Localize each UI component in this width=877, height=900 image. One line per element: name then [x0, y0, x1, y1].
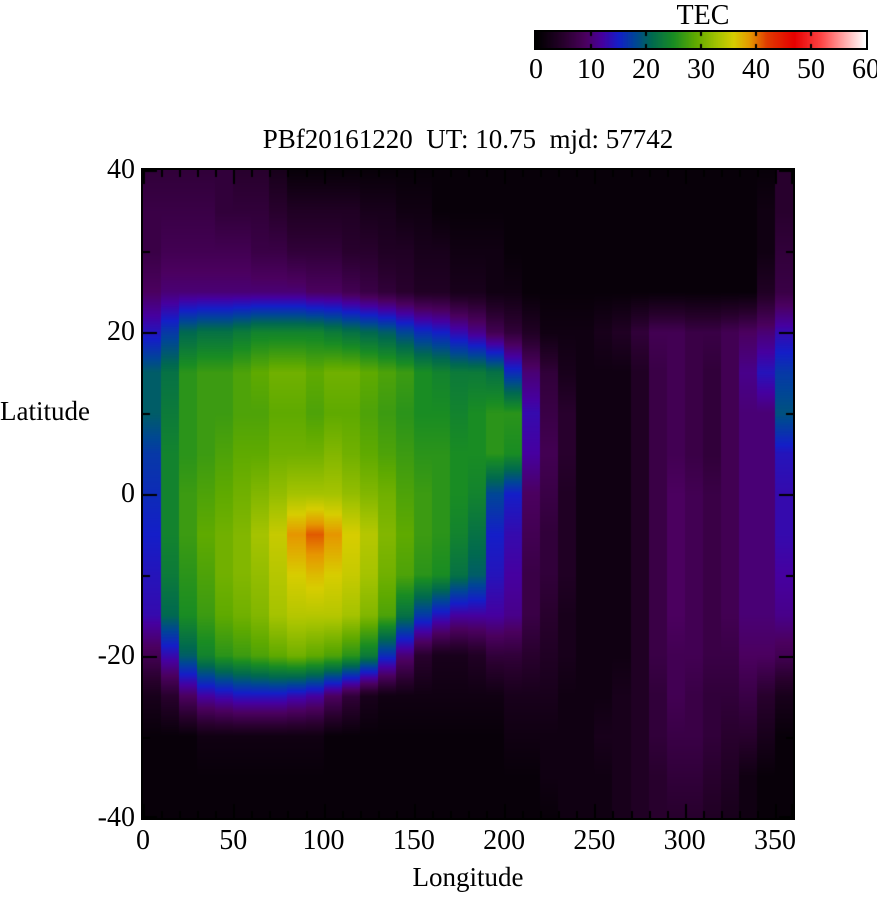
colorbar-tick-label: 20	[632, 54, 660, 85]
y-axis-title: Latitude	[0, 396, 90, 426]
y-tick-label: -20	[97, 640, 135, 671]
y-tick-label: 0	[121, 478, 135, 509]
x-axis-title: Longitude	[412, 862, 524, 892]
heatmap-plot	[141, 168, 795, 820]
x-tick-label: 100	[302, 825, 345, 856]
x-tick-label: 0	[136, 825, 150, 856]
colorbar-gradient-canvas	[536, 32, 866, 48]
colorbar-tick-label: 30	[687, 54, 715, 85]
plot-title: PBf20161220 UT: 10.75 mjd: 57742	[262, 124, 674, 154]
x-tick-label: 250	[573, 825, 616, 856]
x-tick-label: 300	[663, 825, 706, 856]
x-tick-label: 350	[753, 825, 796, 856]
colorbar-tick-label: 40	[742, 54, 770, 85]
colorbar-tick-label: 10	[577, 54, 605, 85]
y-tick-label: -40	[97, 802, 135, 833]
x-tick-label: 150	[392, 825, 435, 856]
x-tick-label: 200	[483, 825, 526, 856]
colorbar-tick-label: 60	[852, 54, 877, 85]
tec-heatmap-canvas	[143, 170, 793, 818]
x-tick-label: 50	[219, 825, 248, 856]
y-tick-label: 20	[107, 316, 135, 347]
y-tick-label: 40	[107, 154, 135, 185]
colorbar-title: TEC	[676, 0, 730, 31]
colorbar-tick-label: 0	[529, 54, 543, 85]
colorbar	[534, 30, 868, 50]
colorbar-tick-label: 50	[797, 54, 825, 85]
